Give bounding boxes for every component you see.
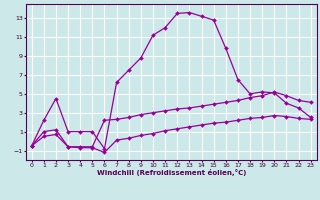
- X-axis label: Windchill (Refroidissement éolien,°C): Windchill (Refroidissement éolien,°C): [97, 169, 246, 176]
